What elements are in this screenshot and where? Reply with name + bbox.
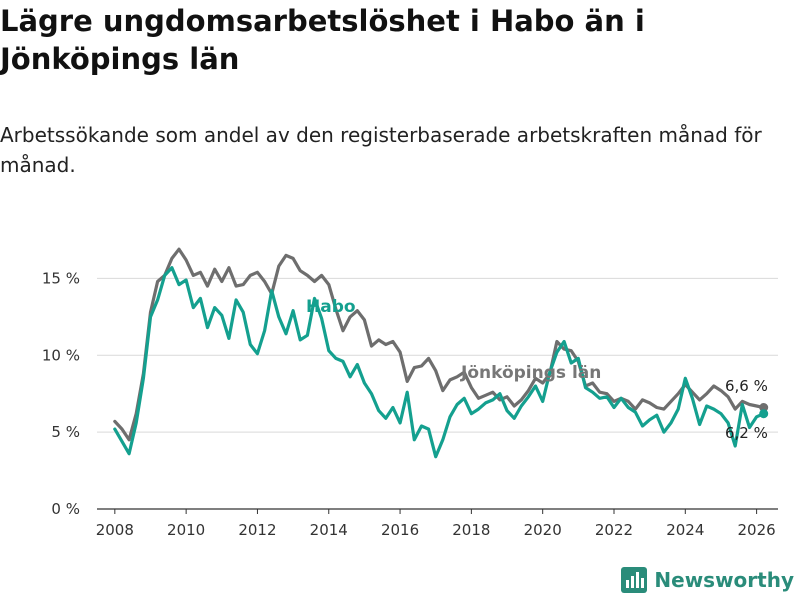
x-tick-label: 2020 — [524, 521, 562, 539]
x-tick-label: 2012 — [238, 521, 276, 539]
y-tick-label: 15 % — [42, 269, 80, 287]
x-tick-label: 2024 — [666, 521, 704, 539]
x-tick-label: 2014 — [310, 521, 348, 539]
newsworthy-logo-icon — [621, 567, 648, 593]
series-label-jonkopings-lan: Jönköpings län — [460, 363, 601, 383]
y-tick-label: 5 % — [51, 423, 80, 441]
brand-name: Newsworthy — [654, 568, 794, 592]
series-lines — [113, 247, 769, 459]
x-tick-label: 2022 — [595, 521, 633, 539]
end-point-habo — [759, 409, 769, 419]
x-tick-label: 2018 — [452, 521, 490, 539]
series-line-j-nk-pings-l-n — [113, 247, 766, 442]
y-tick-label: 0 % — [51, 500, 80, 518]
x-tick-label: 2010 — [167, 521, 205, 539]
x-tick-label: 2026 — [738, 521, 776, 539]
brand-logo: Newsworthy — [620, 566, 794, 594]
y-tick-label: 10 % — [42, 346, 80, 364]
series-label-habo: Habo — [306, 297, 356, 317]
end-label-jonkopings-lan: 6,6 % — [725, 377, 768, 395]
x-tick-label: 2016 — [381, 521, 419, 539]
series-labels: Jönköpings län Habo 6,6 % 6,2 % — [306, 297, 768, 442]
axes: 0 % 5 % 10 % 15 % 2008 2010 2012 2014 2016 2018 20… — [42, 269, 778, 539]
end-point-j-nk-pings-l-n — [759, 403, 769, 412]
end-label-habo: 6,2 % — [725, 424, 768, 442]
chart-title: Lägre ungdomsarbetslöshet i Habo än i Jö… — [0, 4, 645, 76]
chart-subtitle: Arbetssökande som andel av den registerb… — [0, 123, 762, 177]
x-tick-label: 2008 — [96, 521, 134, 539]
series-line-habo — [113, 266, 766, 459]
